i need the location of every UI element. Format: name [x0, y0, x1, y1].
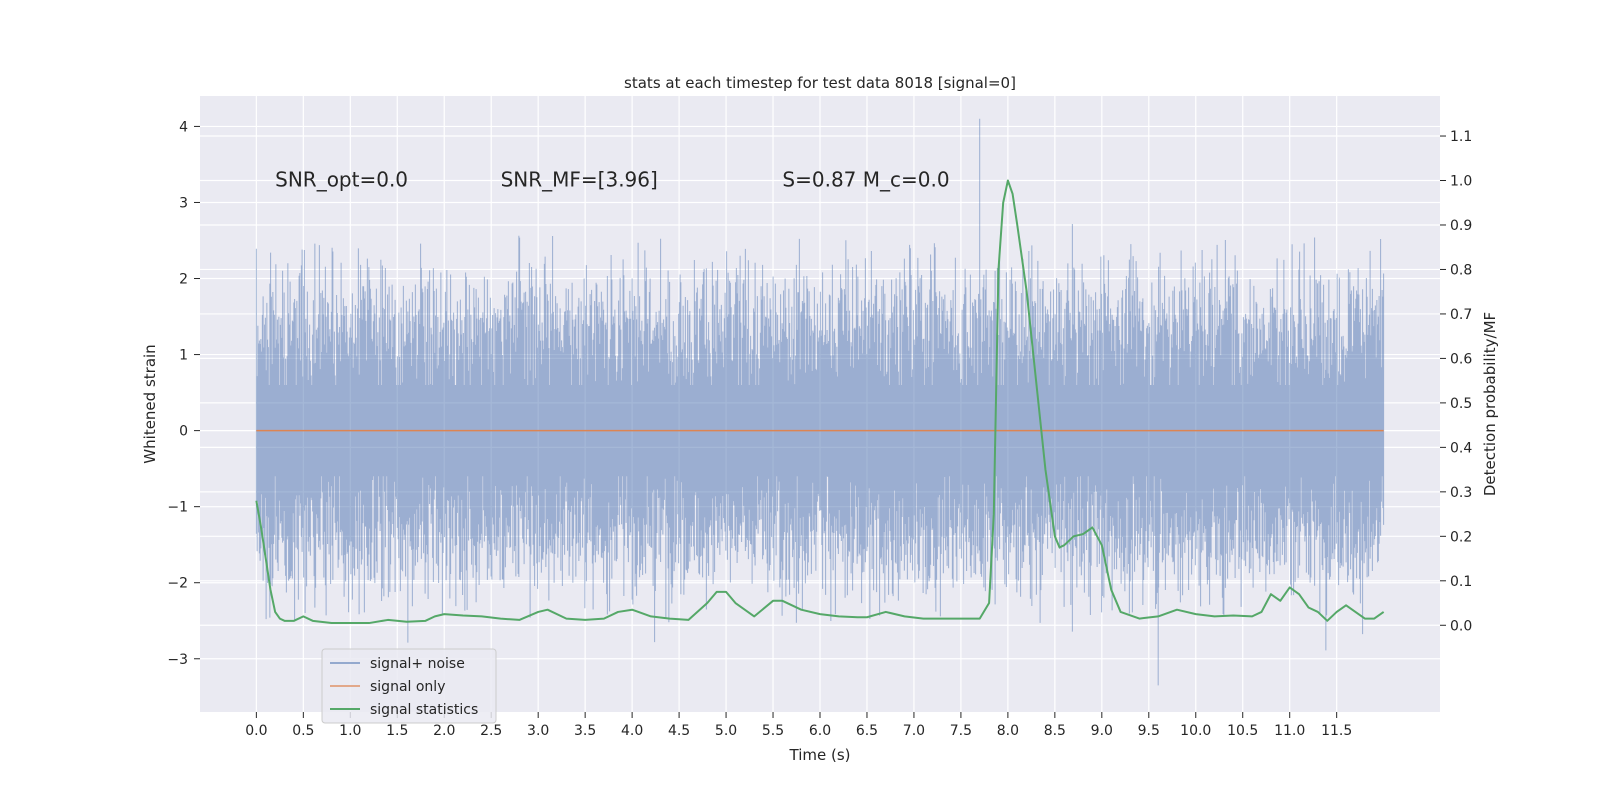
x-tick-label: 8.0 — [997, 723, 1019, 739]
annotation-1: SNR_opt=0.0 — [275, 168, 408, 192]
x-tick-label: 5.0 — [715, 723, 737, 739]
y-tick-label-right: 0.5 — [1450, 396, 1472, 412]
x-tick-label: 2.0 — [433, 723, 455, 739]
y-axis-label: Whitened strain — [141, 344, 159, 463]
y-tick-label-right: 0.4 — [1450, 440, 1472, 456]
x-tick-label: 9.5 — [1138, 723, 1160, 739]
y-tick-label-right: 0.8 — [1450, 262, 1472, 278]
y-tick-label: −1 — [167, 500, 188, 516]
legend: signal+ noise signal only signal statistic… — [321, 648, 497, 724]
x-tick-label: 3.0 — [527, 723, 549, 739]
x-tick-label: 4.5 — [668, 723, 690, 739]
legend-box — [321, 648, 497, 724]
x-tick-label: 7.0 — [903, 723, 925, 739]
y-tick-label-right: 0.0 — [1450, 618, 1472, 634]
y-tick-label: 4 — [179, 119, 188, 135]
x-tick-label: 11.0 — [1274, 723, 1305, 739]
x-tick-label: 1.0 — [339, 723, 361, 739]
legend-label: signal statistics — [370, 702, 478, 718]
y-tick-label-right: 0.7 — [1450, 307, 1472, 323]
y-tick-label-right: 0.3 — [1450, 485, 1472, 501]
y-tick-label-right: 0.6 — [1450, 351, 1472, 367]
x-tick-label: 4.0 — [621, 723, 643, 739]
x-tick-label: 3.5 — [574, 723, 596, 739]
annotations: SNR_opt=0.0 SNR_MF=[3.96] S=0.87 M_c=0.0 — [275, 168, 949, 192]
legend-label: signal only — [370, 679, 445, 695]
x-tick-label: 6.5 — [856, 723, 878, 739]
annotation-3: S=0.87 M_c=0.0 — [782, 168, 949, 192]
x-tick-label: 10.5 — [1227, 723, 1258, 739]
y-tick-label: 2 — [179, 272, 188, 288]
annotation-2: SNR_MF=[3.96] — [501, 168, 658, 192]
y-tick-label-right: 0.9 — [1450, 218, 1472, 234]
x-axis-label: Time (s) — [789, 746, 851, 764]
y-tick-label-right: 1.0 — [1450, 174, 1472, 190]
x-tick-label: 6.0 — [809, 723, 831, 739]
data-layer — [255, 118, 1385, 686]
y-tick-label: −3 — [167, 652, 188, 668]
x-tick-label: 1.5 — [386, 723, 408, 739]
legend-label: signal+ noise — [370, 656, 465, 672]
y-tick-label: 3 — [179, 195, 188, 211]
series-signal-noise — [255, 118, 1385, 686]
y-tick-label-right: 1.1 — [1450, 129, 1472, 145]
y-tick-label-right: 0.2 — [1450, 529, 1472, 545]
x-tick-label: 10.0 — [1180, 723, 1211, 739]
y-tick-label: 0 — [179, 424, 188, 440]
tick-layer: 0.0 0.5 1.0 1.5 2.0 2.5 3.0 3.5 4.0 4.5 5.0 5.5 6.0 6… — [167, 119, 1472, 739]
y-tick-label: 1 — [179, 348, 188, 364]
x-tick-label: 7.5 — [950, 723, 972, 739]
x-tick-label: 9.0 — [1091, 723, 1113, 739]
x-tick-label: 8.5 — [1044, 723, 1066, 739]
x-tick-label: 11.5 — [1321, 723, 1352, 739]
series-signal-statistics — [255, 179, 1385, 625]
x-tick-label: 0.5 — [292, 723, 314, 739]
y-tick-label: −2 — [167, 576, 188, 592]
chart-title: stats at each timestep for test data 801… — [624, 74, 1016, 92]
y-tick-label-right: 0.1 — [1450, 574, 1472, 590]
x-tick-label: 0.0 — [245, 723, 267, 739]
x-tick-label: 2.5 — [480, 723, 502, 739]
x-tick-label: 5.5 — [762, 723, 784, 739]
y-axis-label-right: Detection probability/MF — [1481, 312, 1499, 496]
